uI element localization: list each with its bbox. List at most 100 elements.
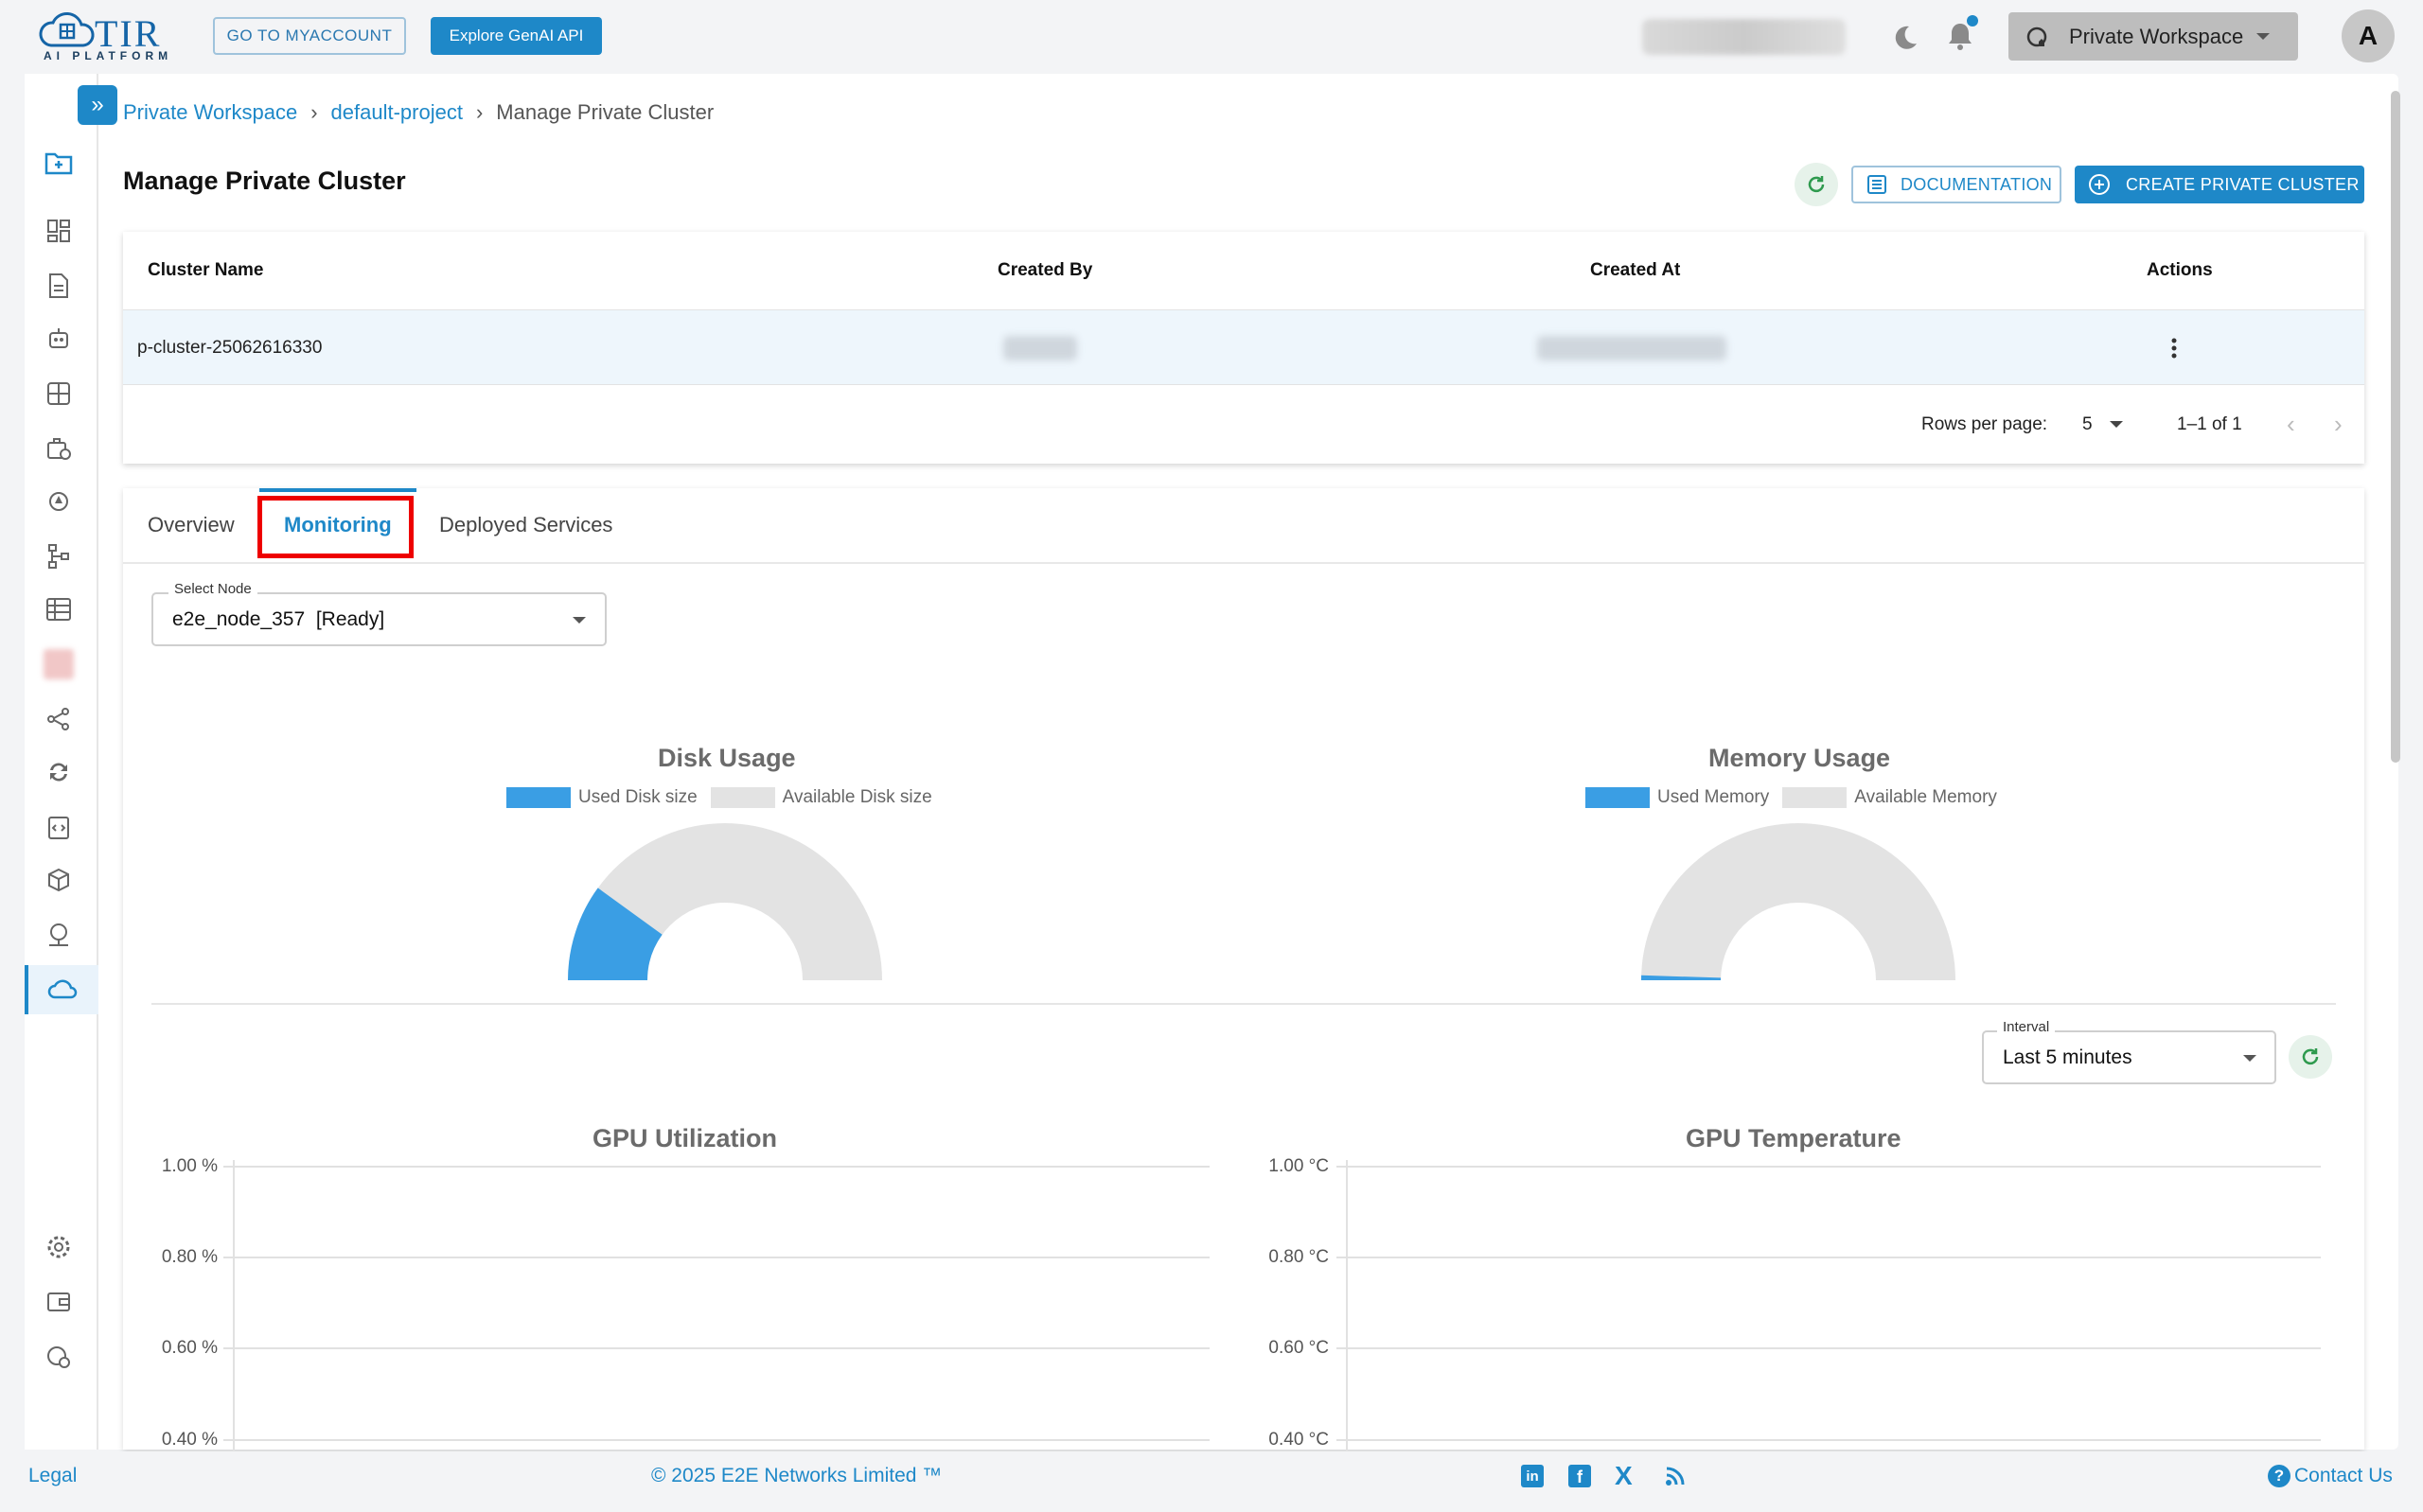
breadcrumb-project[interactable]: default-project	[330, 100, 463, 124]
dark-mode-toggle[interactable]	[1888, 21, 1920, 53]
workspace-switcher[interactable]: Private Workspace	[2008, 12, 2298, 61]
chevron-down-icon	[573, 617, 586, 624]
go-to-myaccount-button[interactable]: GO TO MYACCOUNT	[213, 17, 406, 55]
rss-icon[interactable]	[1664, 1465, 1687, 1487]
tab-overview[interactable]: Overview	[148, 513, 235, 536]
notifications-button[interactable]	[1943, 19, 1977, 53]
cell-cluster-name[interactable]: p-cluster-25062616330	[137, 338, 323, 358]
gpu-util-tick: 0.60 %	[161, 1338, 218, 1358]
sidebar-active-indicator	[25, 965, 98, 1014]
column-header-created-at[interactable]: Created At	[1590, 260, 1681, 280]
rows-per-page-value: 5	[2082, 413, 2093, 434]
sync-icon	[50, 763, 67, 782]
tab-deployed-services[interactable]: Deployed Services	[439, 513, 613, 536]
interval-select[interactable]: Interval Last 5 minutes	[1982, 1019, 2276, 1084]
logo-text: TIR	[95, 12, 162, 55]
tab-divider	[123, 562, 2364, 564]
memory-used-arc[interactable]	[1641, 975, 1722, 980]
x-twitter-icon[interactable]: X	[1615, 1461, 1633, 1490]
more-vertical-icon	[2171, 338, 2177, 359]
page-scrollbar[interactable]	[2391, 91, 2400, 763]
section-divider	[151, 1003, 2336, 1005]
sidebar-item-nodes[interactable]	[38, 914, 80, 956]
breadcrumb-current: Manage Private Cluster	[496, 100, 715, 124]
sidebar-item-billing[interactable]	[38, 1281, 80, 1323]
folder-plus-icon	[44, 152, 73, 175]
explore-genai-api-button[interactable]: Explore GenAI API	[431, 17, 602, 55]
pipeline-icon	[48, 544, 69, 569]
linkedin-icon[interactable]: in	[1521, 1465, 1544, 1487]
column-header-cluster-name[interactable]: Cluster Name	[148, 260, 264, 280]
node-select[interactable]: Select Node e2e_node_357 [Ready]	[151, 581, 607, 646]
gpu-util-tick: 0.40 %	[161, 1430, 218, 1450]
sidebar-item-deployments[interactable]	[38, 481, 80, 522]
avatar[interactable]: A	[2342, 9, 2395, 62]
table-row[interactable]: p-cluster-25062616330	[123, 309, 2364, 385]
document-list-icon	[1867, 175, 1886, 194]
previous-page-button[interactable]: ‹	[2287, 385, 2295, 464]
facebook-icon[interactable]: f	[1568, 1465, 1591, 1487]
grid-icon	[47, 382, 70, 405]
legend-used-memory[interactable]: Used Memory	[1657, 787, 1770, 807]
rows-per-page-select[interactable]: 5	[2082, 385, 2123, 464]
disk-used-arc[interactable]	[568, 888, 663, 980]
cluster-details-card: Overview Monitoring Deployed Services	[123, 488, 2364, 1450]
legend-swatch-used	[1585, 787, 1650, 808]
expand-sidebar-button[interactable]: »	[78, 85, 117, 125]
tab-monitoring[interactable]: Monitoring	[284, 513, 392, 536]
robot-icon	[49, 328, 68, 348]
documentation-button[interactable]: DOCUMENTATION	[1851, 166, 2061, 203]
sidebar-item-pipelines[interactable]	[38, 536, 80, 577]
create-private-cluster-button[interactable]: CREATE PRIVATE CLUSTER	[2075, 166, 2364, 203]
sidebar-item-projects[interactable]	[38, 142, 80, 184]
sidebar-item-agents[interactable]	[38, 318, 80, 360]
breadcrumb-workspace[interactable]: Private Workspace	[123, 100, 298, 124]
refresh-button[interactable]	[1795, 163, 1838, 206]
legend-available-memory[interactable]: Available Memory	[1854, 787, 1997, 807]
refresh-icon	[1808, 176, 1825, 193]
sidebar-item-settings[interactable]	[38, 1226, 80, 1268]
tir-logo[interactable]	[38, 8, 180, 66]
sidebar-item-api[interactable]	[38, 806, 80, 848]
sidebar-item-private-cluster[interactable]	[42, 969, 83, 1011]
moon-icon	[1895, 26, 1917, 49]
table-icon	[46, 598, 71, 621]
sidebar-item-sync[interactable]	[38, 751, 80, 793]
breadcrumb-separator: ›	[310, 100, 318, 124]
redacted-created-by	[1003, 336, 1077, 360]
sidebar-item-workspace[interactable]	[38, 1336, 80, 1378]
redacted-icon	[44, 649, 74, 679]
next-page-button[interactable]: ›	[2334, 385, 2343, 464]
sidebar-item-datasets[interactable]	[38, 589, 80, 630]
double-chevron-right-icon: »	[91, 92, 104, 117]
column-header-created-by[interactable]: Created By	[998, 260, 1093, 280]
add-circle-icon	[2089, 174, 2110, 195]
gpu-utilization-title: GPU Utilization	[592, 1124, 777, 1152]
sidebar-item-apps[interactable]	[38, 373, 80, 414]
create-label: CREATE PRIVATE CLUSTER	[2126, 174, 2360, 194]
sidebar-item-notebooks[interactable]	[38, 265, 80, 307]
contact-us-link[interactable]: Contact Us	[2294, 1465, 2393, 1486]
cloud-logo-icon	[39, 12, 95, 47]
sidebar-item-integrations[interactable]	[38, 698, 80, 740]
legend-available-disk[interactable]: Available Disk size	[782, 787, 932, 807]
help-icon: ?	[2268, 1465, 2290, 1487]
legend-used-disk[interactable]: Used Disk size	[578, 787, 698, 807]
memory-available-arc[interactable]	[1641, 823, 1955, 980]
sidebar-item-dashboard[interactable]	[38, 210, 80, 252]
sidebar-item-redacted[interactable]	[38, 643, 80, 685]
tab-active-indicator	[259, 488, 416, 492]
row-actions-button[interactable]	[2169, 310, 2179, 386]
legal-link[interactable]: Legal	[28, 1465, 78, 1486]
gpu-temp-tick: 0.40 °C	[1268, 1430, 1329, 1450]
disk-usage-title: Disk Usage	[658, 744, 796, 772]
sidebar-item-models[interactable]	[38, 859, 80, 901]
pagination-range: 1–1 of 1	[2177, 413, 2242, 434]
dashboard-icon	[47, 220, 70, 242]
chevron-down-icon	[2256, 33, 2270, 40]
refresh-metrics-button[interactable]	[2289, 1035, 2332, 1079]
workspace-settings-icon	[47, 1346, 70, 1368]
document-icon	[49, 273, 68, 298]
sidebar-item-jobs[interactable]	[38, 428, 80, 469]
disk-usage-gauge	[568, 823, 882, 980]
